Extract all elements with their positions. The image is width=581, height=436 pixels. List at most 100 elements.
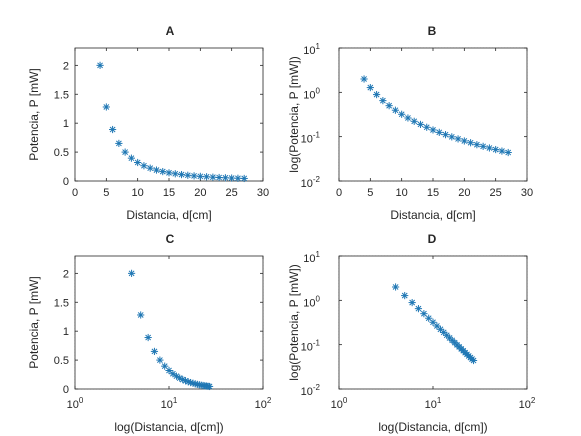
data-point <box>441 131 450 139</box>
data-point <box>429 126 437 134</box>
x-tick-label: 102 <box>255 396 272 411</box>
data-point <box>408 298 416 307</box>
panel-a: A 0 5 10 15 20 25 30 0 0.5 1 1.5 2 Distancia, d[cm]… <box>27 24 269 222</box>
data-point <box>467 139 475 147</box>
x-tick-label: 25 <box>490 187 502 199</box>
panel-a-ticks: 0 5 10 15 20 25 30 0 0.5 1 1.5 2 <box>54 48 269 199</box>
x-tick-label: 30 <box>257 187 269 199</box>
data-point <box>416 120 425 129</box>
panel-d-points <box>391 283 478 365</box>
panel-d: D 100 101 102 10-2 10-1 100 101 log(Distancia,… <box>287 232 536 434</box>
panel-a-xlabel: Distancia, d[cm] <box>126 208 211 222</box>
data-point <box>433 322 441 330</box>
data-point <box>205 382 214 391</box>
panel-b-points <box>360 75 512 157</box>
y-tick-label: 2 <box>63 60 69 72</box>
panel-c-axes <box>74 255 264 390</box>
y-tick-label: 10-2 <box>301 383 321 398</box>
panel-c-title: C <box>166 232 175 246</box>
x-tick-label: 101 <box>425 396 442 411</box>
y-tick-label: 1.5 <box>54 89 69 101</box>
panel-c-ylabel: Potencia, P [mW] <box>27 276 41 368</box>
data-point <box>404 114 412 122</box>
panel-a-points <box>96 61 248 183</box>
x-tick-label: 5 <box>103 187 109 199</box>
panel-b: B 0 5 10 15 20 25 30 10-2 10-1 100 101 Distancia, … <box>287 24 533 222</box>
data-point <box>448 133 456 141</box>
data-point <box>152 166 161 174</box>
y-tick-label: 10-1 <box>301 131 321 146</box>
panel-b-ylabel: log(Potencia, P [mW]) <box>287 56 301 172</box>
data-point <box>184 171 192 179</box>
y-tick-label: 101 <box>303 42 320 57</box>
panel-d-ylabel: log(Potencia, P [mW]) <box>287 264 301 380</box>
data-point <box>196 172 204 180</box>
data-point <box>127 154 135 162</box>
data-point <box>420 310 428 318</box>
panel-b-title: B <box>428 24 437 38</box>
data-point <box>479 142 487 150</box>
x-tick-label: 5 <box>367 187 373 199</box>
y-tick-label: 2 <box>63 268 69 280</box>
y-tick-label: 100 <box>303 86 320 101</box>
x-tick-label: 10 <box>396 187 408 199</box>
y-tick-label: 0.5 <box>54 355 69 367</box>
data-point <box>391 106 399 114</box>
data-point <box>159 167 167 176</box>
x-tick-label: 30 <box>521 187 533 199</box>
x-tick-label: 100 <box>67 396 84 411</box>
data-point <box>177 170 186 179</box>
data-point <box>492 145 500 154</box>
data-point <box>96 61 104 69</box>
panel-a-axes <box>74 47 264 182</box>
data-point <box>215 173 223 182</box>
data-point <box>379 97 387 105</box>
data-point <box>115 139 123 148</box>
panel-a-ylabel: Potencia, P [mW] <box>27 68 41 160</box>
data-point <box>460 137 468 145</box>
data-point <box>165 169 173 177</box>
x-tick-label: 101 <box>161 396 178 411</box>
data-point <box>398 110 406 118</box>
x-tick-label: 20 <box>194 187 206 199</box>
data-point <box>228 174 236 182</box>
y-tick-label: 1 <box>63 326 69 338</box>
y-tick-label: 0.5 <box>54 147 69 159</box>
data-point <box>373 90 381 99</box>
data-point <box>134 158 142 167</box>
x-tick-label: 15 <box>427 187 439 199</box>
y-tick-label: 101 <box>303 250 320 265</box>
y-tick-label: 0 <box>63 384 69 396</box>
x-tick-label: 20 <box>458 187 470 199</box>
x-tick-label: 15 <box>163 187 175 199</box>
data-point <box>504 148 512 157</box>
y-tick-label: 10-1 <box>301 339 321 354</box>
panel-c-xlabel: log(Distancia, d[cm]) <box>114 420 223 434</box>
data-point <box>423 123 431 131</box>
data-point <box>137 311 145 319</box>
panel-d-ticks: 100 101 102 10-2 10-1 100 101 <box>301 250 536 411</box>
y-tick-label: 0 <box>63 176 69 188</box>
data-point <box>414 305 423 313</box>
y-tick-label: 1 <box>63 118 69 130</box>
x-tick-label: 25 <box>226 187 238 199</box>
data-point <box>102 103 110 111</box>
data-point <box>234 174 242 182</box>
x-tick-label: 10 <box>132 187 144 199</box>
data-point <box>209 173 217 181</box>
data-point <box>391 283 400 291</box>
data-point <box>127 269 136 277</box>
data-point <box>401 291 409 300</box>
y-tick-label: 1.5 <box>54 297 69 309</box>
data-point <box>144 333 152 342</box>
data-point <box>410 117 418 125</box>
panel-c-ticks: 100 101 102 0 0.5 1 1.5 2 <box>54 256 272 411</box>
data-point <box>473 141 481 149</box>
data-point <box>108 125 117 134</box>
data-point <box>366 83 374 92</box>
x-tick-label: 102 <box>519 396 536 411</box>
data-point <box>469 356 478 365</box>
data-point <box>190 172 198 180</box>
panel-c: C 100 101 102 0 0.5 1 1.5 2 log(Distancia, d[cm… <box>27 232 272 434</box>
